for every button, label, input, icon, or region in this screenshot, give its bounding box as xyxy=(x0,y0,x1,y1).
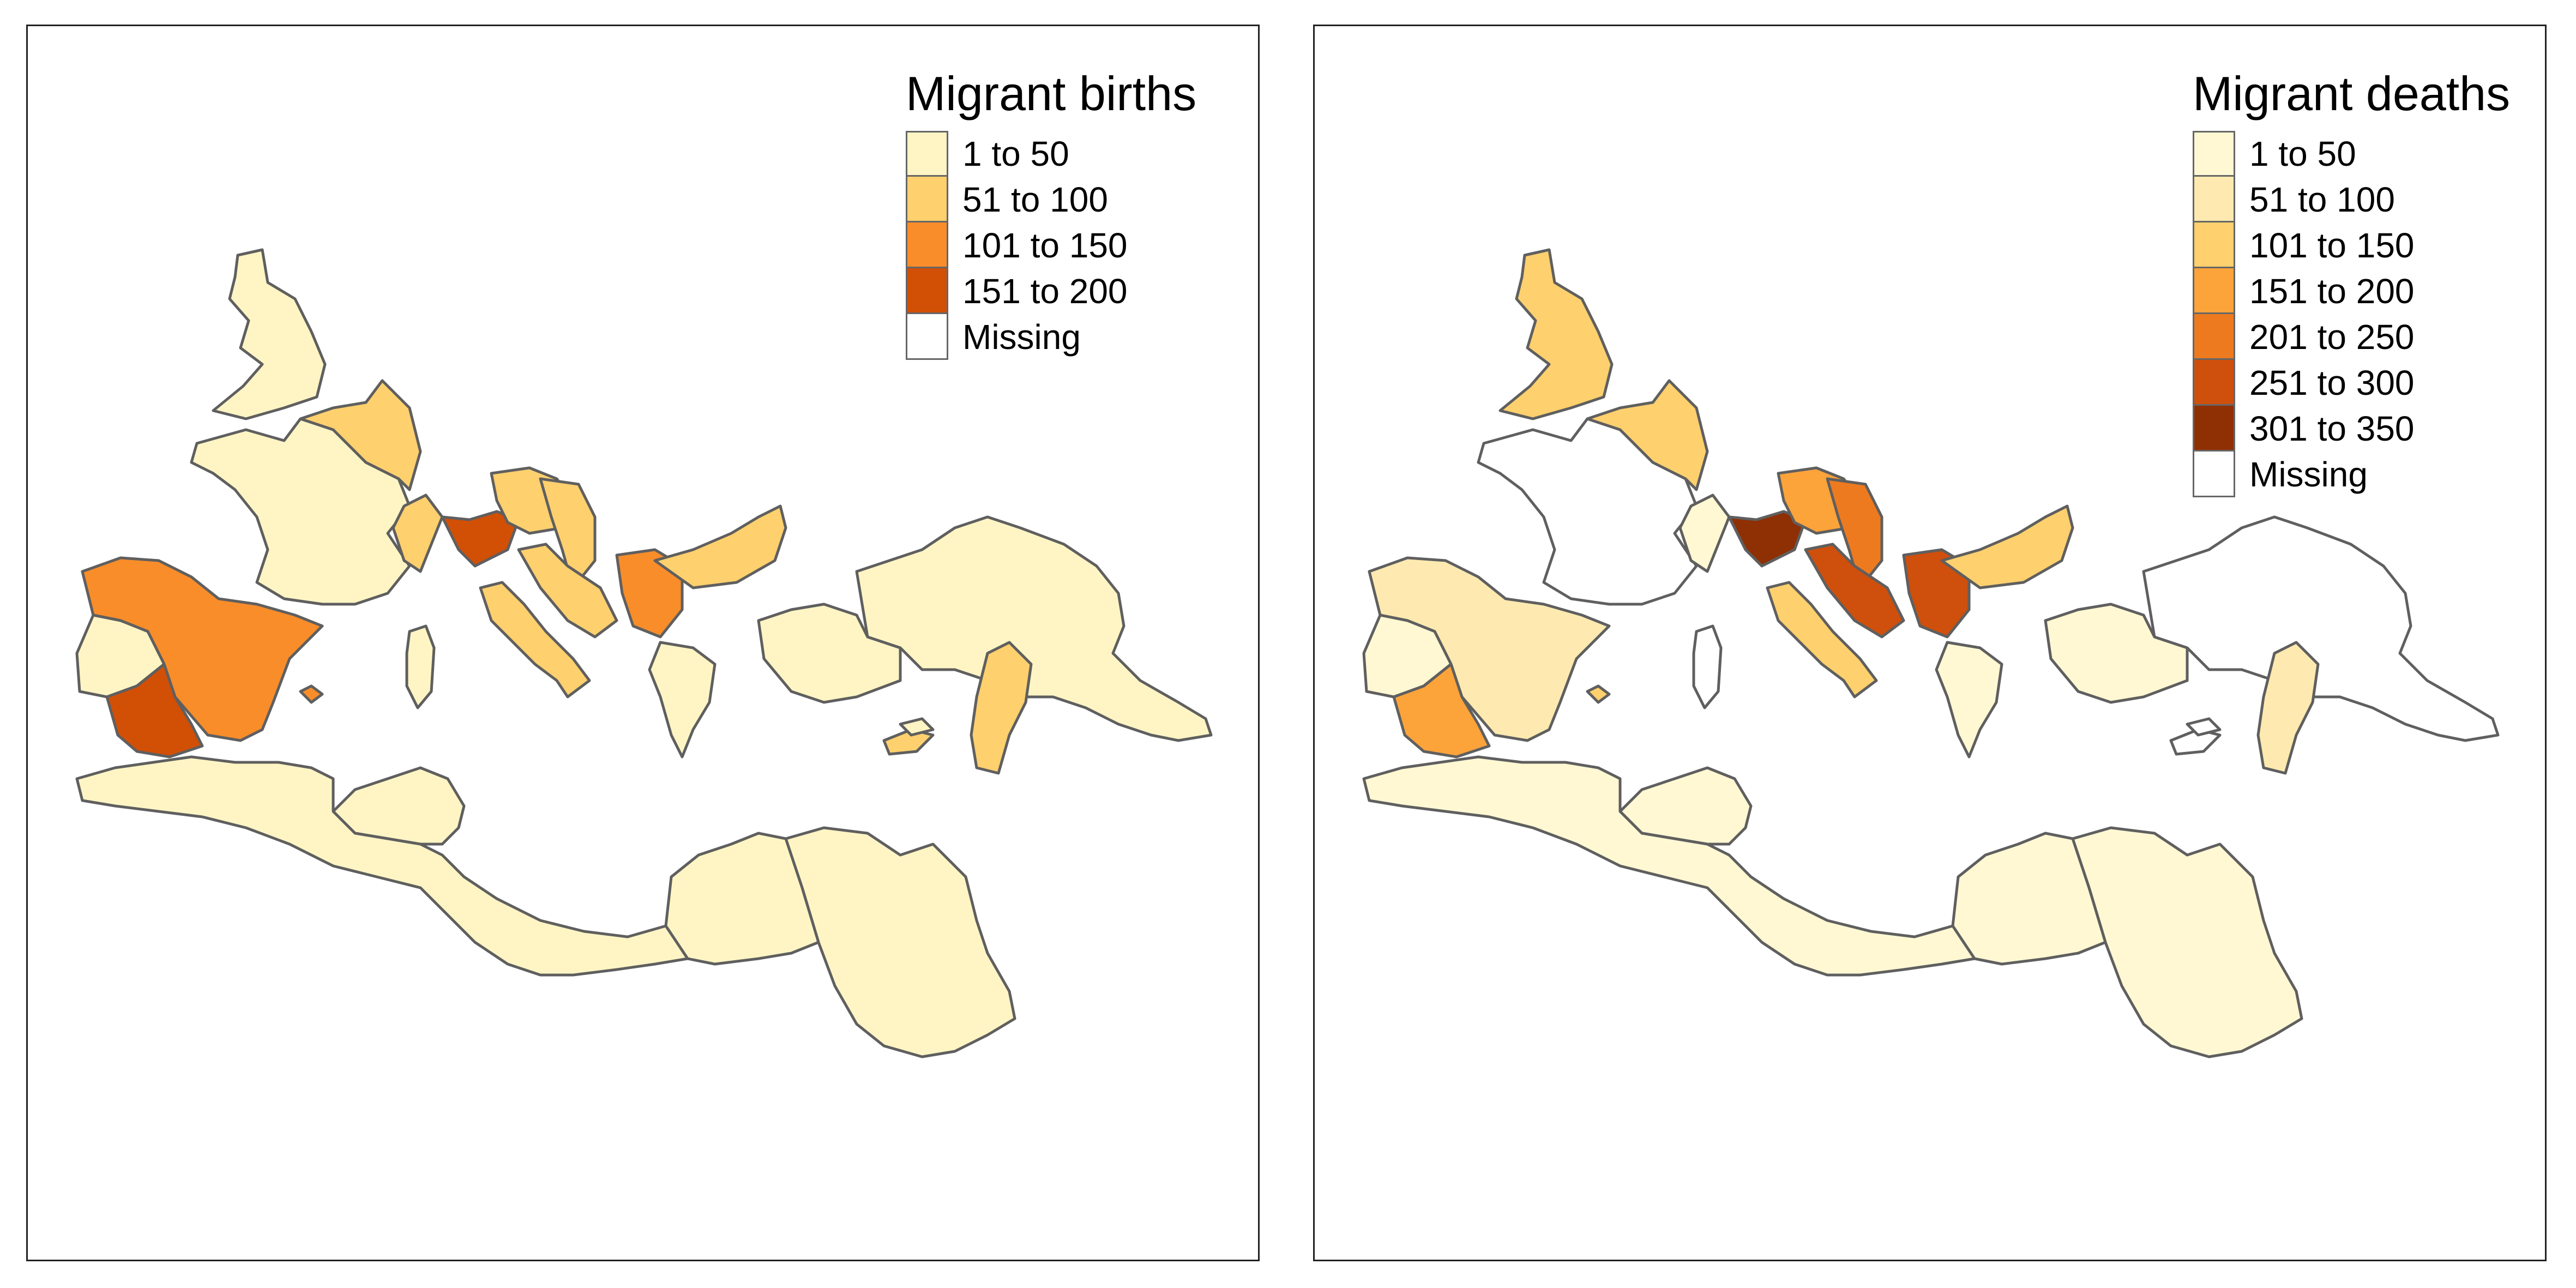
migrant-deaths-legend: Migrant deaths 1 to 50 51 to 100 101 to … xyxy=(2193,70,2510,497)
region-cyprus xyxy=(899,717,935,737)
legend-swatch xyxy=(2193,177,2235,222)
region-asia xyxy=(757,603,902,704)
region-greece xyxy=(648,641,717,759)
region-greece xyxy=(1935,641,2003,759)
region-dalmatia xyxy=(1804,543,1905,639)
region-italia-north xyxy=(392,493,444,573)
legend-item-1-to-50: 1 to 50 xyxy=(2193,131,2510,177)
region-aegyptus xyxy=(2071,826,2303,1058)
legend-item-missing: Missing xyxy=(2193,452,2510,497)
legend-swatch xyxy=(2193,222,2235,268)
region-syria xyxy=(2256,641,2320,775)
region-germania xyxy=(299,379,422,491)
legend-label: 101 to 150 xyxy=(962,226,1128,265)
legend-label: 1 to 50 xyxy=(962,134,1069,173)
region-baleares xyxy=(1586,684,1611,704)
region-cyprus xyxy=(2186,717,2222,737)
region-syria xyxy=(970,641,1033,775)
region-aegyptus xyxy=(784,826,1016,1058)
region-dacia-arc xyxy=(1940,504,2074,589)
legend-item-51-to-100: 51 to 100 xyxy=(2193,177,2510,222)
legend-swatch xyxy=(2193,406,2235,452)
legend-label: 151 to 200 xyxy=(962,272,1128,311)
region-baleares xyxy=(299,684,324,704)
legend-swatch xyxy=(2193,360,2235,406)
region-mauretania xyxy=(1362,755,1976,977)
legend-swatch xyxy=(906,268,948,314)
legend-item-1-to-50: 1 to 50 xyxy=(906,131,1196,177)
legend-label: 101 to 150 xyxy=(2249,226,2415,265)
migrant-births-map-panel: Migrant births 1 to 50 51 to 100 101 to … xyxy=(26,25,1260,1261)
region-italia-north xyxy=(1678,493,1731,573)
legend-item-101-to-150: 101 to 150 xyxy=(906,222,1196,268)
legend-label: 201 to 250 xyxy=(2249,317,2415,357)
legend-item-151-to-200: 151 to 200 xyxy=(906,268,1196,314)
legend-title: Migrant deaths xyxy=(2193,67,2511,121)
legend-item-missing: Missing xyxy=(906,314,1196,360)
legend-swatch xyxy=(906,314,948,360)
region-germania xyxy=(1586,379,1709,491)
legend-label: 151 to 200 xyxy=(2249,272,2415,311)
region-britannia xyxy=(212,248,327,420)
region-anatolia-east xyxy=(855,515,1213,742)
legend-item-51-to-100: 51 to 100 xyxy=(906,177,1196,222)
region-asia xyxy=(2044,603,2189,704)
legend-swatch xyxy=(906,131,948,177)
legend-item-201-to-250: 201 to 250 xyxy=(2193,314,2510,360)
legend-label: Missing xyxy=(962,317,1081,357)
legend-item-101-to-150: 101 to 150 xyxy=(2193,222,2510,268)
legend-label: 251 to 300 xyxy=(2249,363,2415,402)
region-baetica xyxy=(105,663,204,759)
legend-item-151-to-200: 151 to 200 xyxy=(2193,268,2510,314)
region-pannonia xyxy=(539,477,597,589)
legend-label: Missing xyxy=(2249,455,2368,494)
legend-swatch xyxy=(906,177,948,222)
region-sardinia xyxy=(1692,624,1723,709)
legend-item-301-to-350: 301 to 350 xyxy=(2193,406,2510,452)
legend-swatch xyxy=(2193,131,2235,177)
region-mauretania xyxy=(75,755,689,977)
legend-label: 51 to 100 xyxy=(2249,180,2395,219)
legend-label: 1 to 50 xyxy=(2249,134,2356,173)
region-sardinia xyxy=(405,624,436,709)
legend-swatch xyxy=(906,222,948,268)
region-dalmatia xyxy=(517,543,618,639)
region-baetica xyxy=(1392,663,1491,759)
region-moesia xyxy=(615,548,684,639)
legend-swatch xyxy=(2193,268,2235,314)
region-britannia xyxy=(1498,248,1614,420)
legend-label: 51 to 100 xyxy=(962,180,1108,219)
region-italia-south xyxy=(479,581,591,699)
legend-swatch xyxy=(2193,314,2235,360)
region-moesia xyxy=(1902,548,1971,639)
migrant-births-map xyxy=(75,248,1213,1058)
region-dacia-arc xyxy=(653,504,787,589)
migrant-births-legend: Migrant births 1 to 50 51 to 100 101 to … xyxy=(906,70,1196,360)
region-italia-south xyxy=(1766,581,1878,699)
legend-swatch xyxy=(2193,452,2235,497)
region-anatolia-east xyxy=(2142,515,2500,742)
legend-item-251-to-300: 251 to 300 xyxy=(2193,360,2510,406)
migrant-deaths-map xyxy=(1362,248,2500,1058)
region-pannonia xyxy=(1826,477,1883,589)
legend-label: 301 to 350 xyxy=(2249,409,2415,448)
migrant-deaths-map-panel: Migrant deaths 1 to 50 51 to 100 101 to … xyxy=(1313,25,2547,1261)
legend-title: Migrant births xyxy=(906,67,1197,121)
region-venetia xyxy=(441,510,520,568)
region-venetia xyxy=(1728,510,1807,568)
